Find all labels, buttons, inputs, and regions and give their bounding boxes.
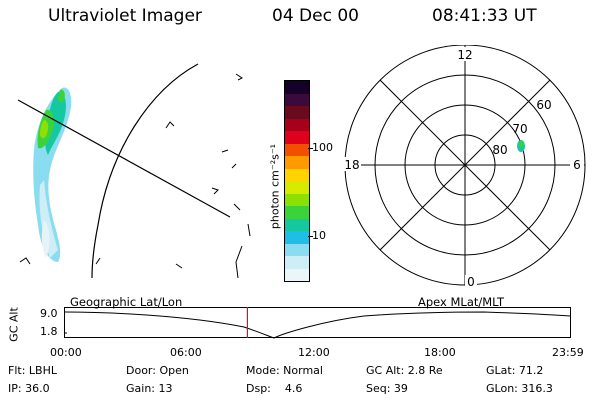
lat-label-70: 70 xyxy=(512,122,527,136)
status-filter: Flt: LBHL xyxy=(8,364,57,377)
colorbar-tick-10: 10 xyxy=(312,229,326,242)
status-ip: IP: 36.0 xyxy=(8,382,50,395)
colorbar-segment xyxy=(285,206,309,219)
colorbar-segment xyxy=(285,181,309,194)
colorbar-segment xyxy=(285,118,309,131)
colorbar-tick-100: 100 xyxy=(312,141,333,154)
colorbar xyxy=(284,80,310,282)
lat-label-60: 60 xyxy=(536,98,551,112)
coastline-outline xyxy=(19,73,251,279)
colorbar-segment xyxy=(285,218,309,231)
colorbar-segment xyxy=(285,268,309,281)
geographic-longitude-line xyxy=(17,99,231,218)
status-dsp: Dsp: 4.6 xyxy=(246,382,303,395)
status-glon: GLon: 316.3 xyxy=(486,382,553,395)
colorbar-segment xyxy=(285,168,309,181)
timeline-left-label: Geographic Lat/Lon xyxy=(70,295,183,309)
gc-altitude-curve xyxy=(64,311,571,339)
mlt-label-6: 6 xyxy=(573,158,581,172)
polar-auroral-spot xyxy=(517,140,525,152)
timeline-xtick-1200: 12:00 xyxy=(298,346,330,359)
timeline-xtick-1800: 18:00 xyxy=(424,346,456,359)
polar-mlt-plot: 12 18 6 0 60 70 80 xyxy=(343,45,586,289)
timeline-plot xyxy=(64,307,571,339)
timeline-xtick-2359: 23:59 xyxy=(552,346,584,359)
instrument-title: Ultraviolet Imager xyxy=(48,6,202,26)
mlt-label-12: 12 xyxy=(457,48,472,62)
colorbar-segment xyxy=(285,131,309,144)
status-mode: Mode: Normal xyxy=(246,364,323,377)
timeline-xtick-0000: 00:00 xyxy=(50,346,82,359)
timeline-frame xyxy=(64,307,571,338)
polar-diagonal-line xyxy=(379,79,551,251)
colorbar-segment xyxy=(285,256,309,269)
date-label: 04 Dec 00 xyxy=(272,6,359,26)
colorbar-unit-label: photon cm⁻²s⁻¹ xyxy=(268,143,282,230)
colorbar-tick-mark-100 xyxy=(308,148,313,149)
colorbar-segment xyxy=(285,156,309,169)
auroral-emission-region xyxy=(33,87,72,262)
geographic-latitude-arc xyxy=(91,63,199,279)
timeline-xtick-0600: 06:00 xyxy=(170,346,202,359)
status-door: Door: Open xyxy=(126,364,189,377)
timeline-right-label: Apex MLat/MLT xyxy=(418,295,505,309)
timeline-axis-label: GC Alt xyxy=(7,307,21,342)
status-gain: Gain: 13 xyxy=(126,382,173,395)
colorbar-segment xyxy=(285,106,309,119)
mlt-label-0: 0 xyxy=(467,275,475,289)
colorbar-segment xyxy=(285,231,309,244)
colorbar-segment xyxy=(285,93,309,106)
timeline-ytick-1: 1.8 xyxy=(40,325,58,338)
colorbar-segment xyxy=(285,193,309,206)
timeline-ytick-9: 9.0 xyxy=(40,307,58,320)
colorbar-segment xyxy=(285,81,309,94)
colorbar-segment xyxy=(285,143,309,156)
mlt-label-18: 18 xyxy=(344,158,359,172)
time-label: 08:41:33 UT xyxy=(432,6,537,26)
status-glat: GLat: 71.2 xyxy=(486,364,544,377)
geographic-image-panel xyxy=(17,63,251,279)
lat-label-80: 80 xyxy=(492,143,507,157)
colorbar-segment xyxy=(285,243,309,256)
colorbar-tick-mark-10 xyxy=(308,236,313,237)
status-gc-alt: GC Alt: 2.8 Re xyxy=(366,364,443,377)
status-seq: Seq: 39 xyxy=(366,382,408,395)
